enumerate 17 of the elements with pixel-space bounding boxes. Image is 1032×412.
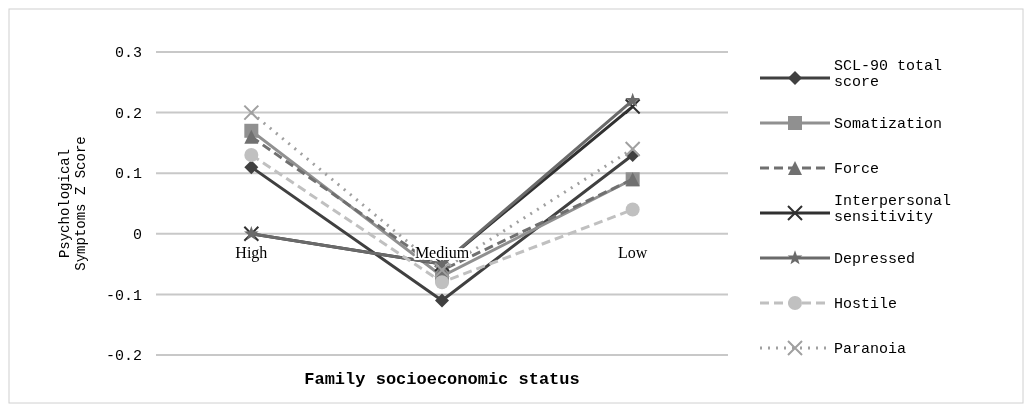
legend-label: Depressed xyxy=(834,251,916,269)
y-tick-label: 0.2 xyxy=(114,105,142,123)
y-tick-label: -0.1 xyxy=(105,287,142,305)
x-tick-label: Low xyxy=(618,243,648,261)
y-tick-label: -0.2 xyxy=(105,348,142,366)
legend-label: Force xyxy=(834,161,880,179)
legend-label: Somatization xyxy=(834,116,943,134)
legend-label: SCL-90 total score xyxy=(834,58,943,91)
legend-label: Paranoia xyxy=(834,341,907,359)
legend-label: Interpersonal sensitivity xyxy=(834,193,952,226)
y-axis-title: Psychological Symptoms Z Score xyxy=(57,136,90,271)
y-tick-label: 0.1 xyxy=(114,166,142,184)
x-tick-label: High xyxy=(235,243,268,262)
legend-label: Hostile xyxy=(834,296,898,314)
x-axis-title: Family socioeconomic status xyxy=(304,370,580,389)
y-tick-label: 0 xyxy=(132,227,142,245)
y-tick-label: 0.3 xyxy=(114,45,142,63)
